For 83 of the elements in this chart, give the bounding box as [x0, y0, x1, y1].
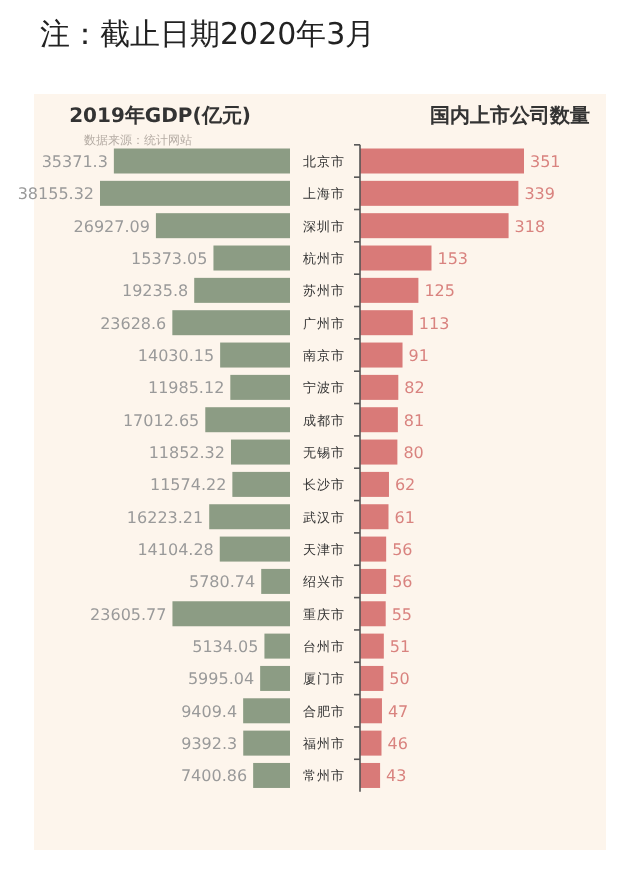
- data-label: 23628.6: [100, 314, 167, 333]
- data-label: 47: [387, 702, 409, 721]
- data-label: 43: [386, 767, 407, 786]
- data-label: 38155.32: [17, 185, 94, 204]
- data-label: 15373.05: [131, 250, 208, 269]
- data-label: 46: [387, 735, 408, 754]
- data-label: 80: [403, 444, 424, 463]
- bar: [260, 665, 290, 691]
- bar: [172, 310, 290, 336]
- bar: [360, 633, 384, 659]
- bar: [264, 633, 290, 659]
- data-label: 61: [394, 508, 415, 527]
- bar: [230, 439, 290, 465]
- bar: [172, 601, 290, 627]
- data-label: 56: [392, 573, 413, 592]
- data-label: 11852.32: [148, 444, 225, 463]
- data-label: 11985.12: [147, 379, 225, 398]
- bar: [360, 310, 413, 336]
- bar: [253, 762, 290, 788]
- data-label: 26927.09: [73, 217, 150, 236]
- bar: [219, 536, 290, 562]
- bar: [360, 762, 381, 788]
- data-label: 35371.3: [41, 153, 108, 171]
- bar: [360, 601, 386, 627]
- data-label: 14030.15: [137, 347, 215, 366]
- data-label: 50: [389, 670, 410, 689]
- bar: [360, 180, 519, 206]
- bar: [360, 374, 399, 400]
- data-label: 16223.21: [126, 508, 204, 527]
- bar: [360, 407, 398, 433]
- data-label: 56: [392, 541, 413, 560]
- bar: [360, 730, 382, 756]
- bar: [360, 342, 403, 368]
- data-label: 91: [408, 347, 429, 366]
- data-label: 351: [530, 153, 561, 171]
- bar: [100, 180, 290, 206]
- bar: [360, 698, 382, 724]
- bar: [360, 536, 387, 562]
- data-label: 19235.8: [122, 282, 189, 301]
- bar: [232, 471, 290, 497]
- data-label: 153: [437, 250, 469, 269]
- data-label: 5780.74: [189, 573, 256, 592]
- text: 注：截止日期2020年3月: [40, 16, 376, 52]
- bar: [360, 504, 389, 530]
- data-label: 5134.05: [192, 638, 259, 657]
- data-label: 62: [394, 476, 416, 495]
- bar: [360, 568, 387, 594]
- bar: [205, 407, 290, 433]
- bar: [243, 730, 290, 756]
- data-label: 125: [424, 282, 455, 301]
- chart-title: 2019年GDP(亿元): [69, 104, 251, 128]
- bar: [230, 374, 290, 400]
- data-label: 82: [404, 379, 425, 398]
- data-label: 113: [418, 314, 450, 333]
- data-label: 14104.28: [137, 541, 214, 560]
- bar: [243, 698, 290, 724]
- data-label: 17012.65: [122, 411, 200, 430]
- data-label: 55: [391, 605, 413, 624]
- bar: [194, 277, 290, 303]
- bar: [209, 504, 290, 530]
- bar: [360, 439, 398, 465]
- bar: [360, 665, 384, 691]
- bar: [155, 213, 290, 239]
- data-label: 7400.86: [180, 767, 248, 786]
- data-label: 318: [514, 217, 546, 236]
- data-label: 51: [389, 638, 411, 657]
- data-label: 9409.4: [181, 702, 238, 721]
- bar: [213, 245, 290, 271]
- data-label: 81: [403, 411, 425, 430]
- bar: [113, 148, 290, 174]
- bar: [360, 245, 432, 271]
- bar: [360, 277, 419, 303]
- data-label: 5995.04: [187, 670, 255, 689]
- data-label: 339: [524, 185, 555, 204]
- data-label: 9392.3: [181, 735, 238, 754]
- bar: [360, 471, 389, 497]
- chart-title: 国内上市公司数量: [430, 104, 590, 128]
- bar: [360, 213, 509, 239]
- bar: [261, 568, 290, 594]
- bar: [220, 342, 290, 368]
- bar: [360, 148, 524, 174]
- data-label: 11574.22: [150, 476, 227, 495]
- data-label: 23605.77: [90, 605, 167, 624]
